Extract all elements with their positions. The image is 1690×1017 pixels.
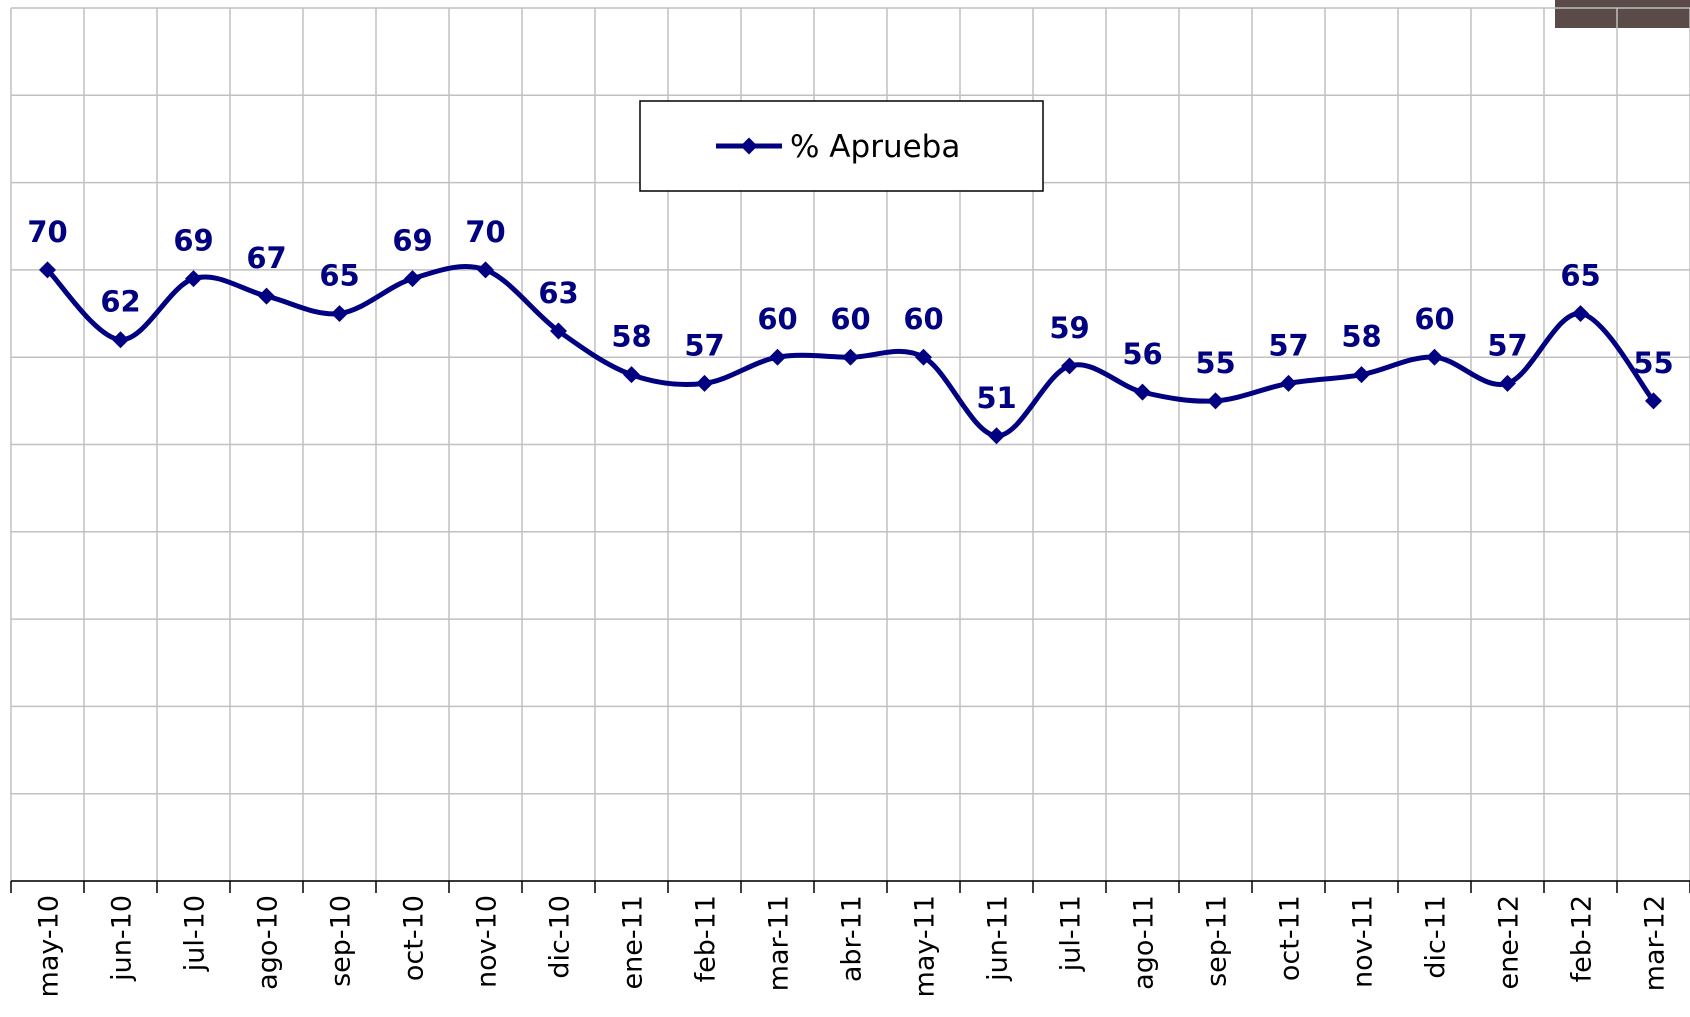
legend: % Aprueba xyxy=(639,100,1044,192)
x-tick-label: dic-11 xyxy=(1421,895,1452,979)
marker xyxy=(623,366,640,384)
data-label: 60 xyxy=(903,302,943,336)
x-tick-label: nov-11 xyxy=(1348,895,1379,988)
x-tick-label: oct-10 xyxy=(399,895,430,981)
data-label: 55 xyxy=(1195,346,1235,380)
x-tick-label: ene-12 xyxy=(1494,895,1525,989)
x-tick-label: nov-10 xyxy=(472,895,503,988)
marker xyxy=(185,270,202,288)
photo xyxy=(1555,0,1690,28)
data-label: 60 xyxy=(757,302,797,336)
data-label: 62 xyxy=(100,285,140,319)
x-tick-label: abr-11 xyxy=(837,895,868,982)
data-label: 70 xyxy=(27,215,67,249)
legend-label: % Aprueba xyxy=(790,129,960,165)
data-label: 57 xyxy=(684,328,724,362)
x-tick-label: sep-10 xyxy=(326,895,357,987)
legend-marker xyxy=(740,137,758,155)
data-label: 55 xyxy=(1633,346,1673,380)
x-tick-label: oct-11 xyxy=(1275,895,1306,981)
data-label: 70 xyxy=(465,215,505,249)
data-label: 60 xyxy=(830,302,870,336)
marker xyxy=(988,427,1005,445)
marker xyxy=(842,348,859,366)
data-label: 57 xyxy=(1268,328,1308,362)
x-tick-label: may-10 xyxy=(34,895,65,997)
data-label: 65 xyxy=(319,259,359,293)
x-tick-label: jul-10 xyxy=(180,895,211,972)
data-label: 58 xyxy=(1341,320,1381,354)
x-tick-label: jun-11 xyxy=(983,895,1014,982)
data-label: 69 xyxy=(173,224,213,258)
data-label: 65 xyxy=(1560,259,1600,293)
x-tick-label: dic-10 xyxy=(545,895,576,979)
x-tick-label: feb-12 xyxy=(1567,895,1598,982)
x-tick-label: may-11 xyxy=(910,895,941,997)
marker xyxy=(696,374,713,392)
marker xyxy=(550,322,567,340)
x-tick-label: ago-10 xyxy=(253,895,284,990)
x-tick-label: mar-12 xyxy=(1640,895,1671,991)
marker xyxy=(404,270,421,288)
x-tick-label: mar-11 xyxy=(764,895,795,991)
data-label: 57 xyxy=(1487,328,1527,362)
data-label: 67 xyxy=(246,241,286,275)
data-label: 59 xyxy=(1049,311,1089,345)
x-tick-label: sep-11 xyxy=(1202,895,1233,987)
x-tick-label: ene-11 xyxy=(618,895,649,989)
marker xyxy=(112,331,129,349)
marker xyxy=(258,287,275,305)
x-tick-label: jul-11 xyxy=(1056,895,1087,972)
data-label: 60 xyxy=(1414,302,1454,336)
marker xyxy=(477,261,494,279)
data-label: 56 xyxy=(1122,337,1162,371)
legend-box xyxy=(639,100,1044,192)
data-label: 58 xyxy=(611,320,651,354)
marker xyxy=(769,348,786,366)
x-tick-label: ago-11 xyxy=(1129,895,1160,990)
marker xyxy=(331,305,348,323)
x-tick-label: feb-11 xyxy=(691,895,722,982)
data-label: 69 xyxy=(392,224,432,258)
marker xyxy=(915,348,932,366)
data-label: 63 xyxy=(538,276,578,310)
x-tick-label: jun-10 xyxy=(107,895,138,982)
data-label: 51 xyxy=(976,381,1016,415)
